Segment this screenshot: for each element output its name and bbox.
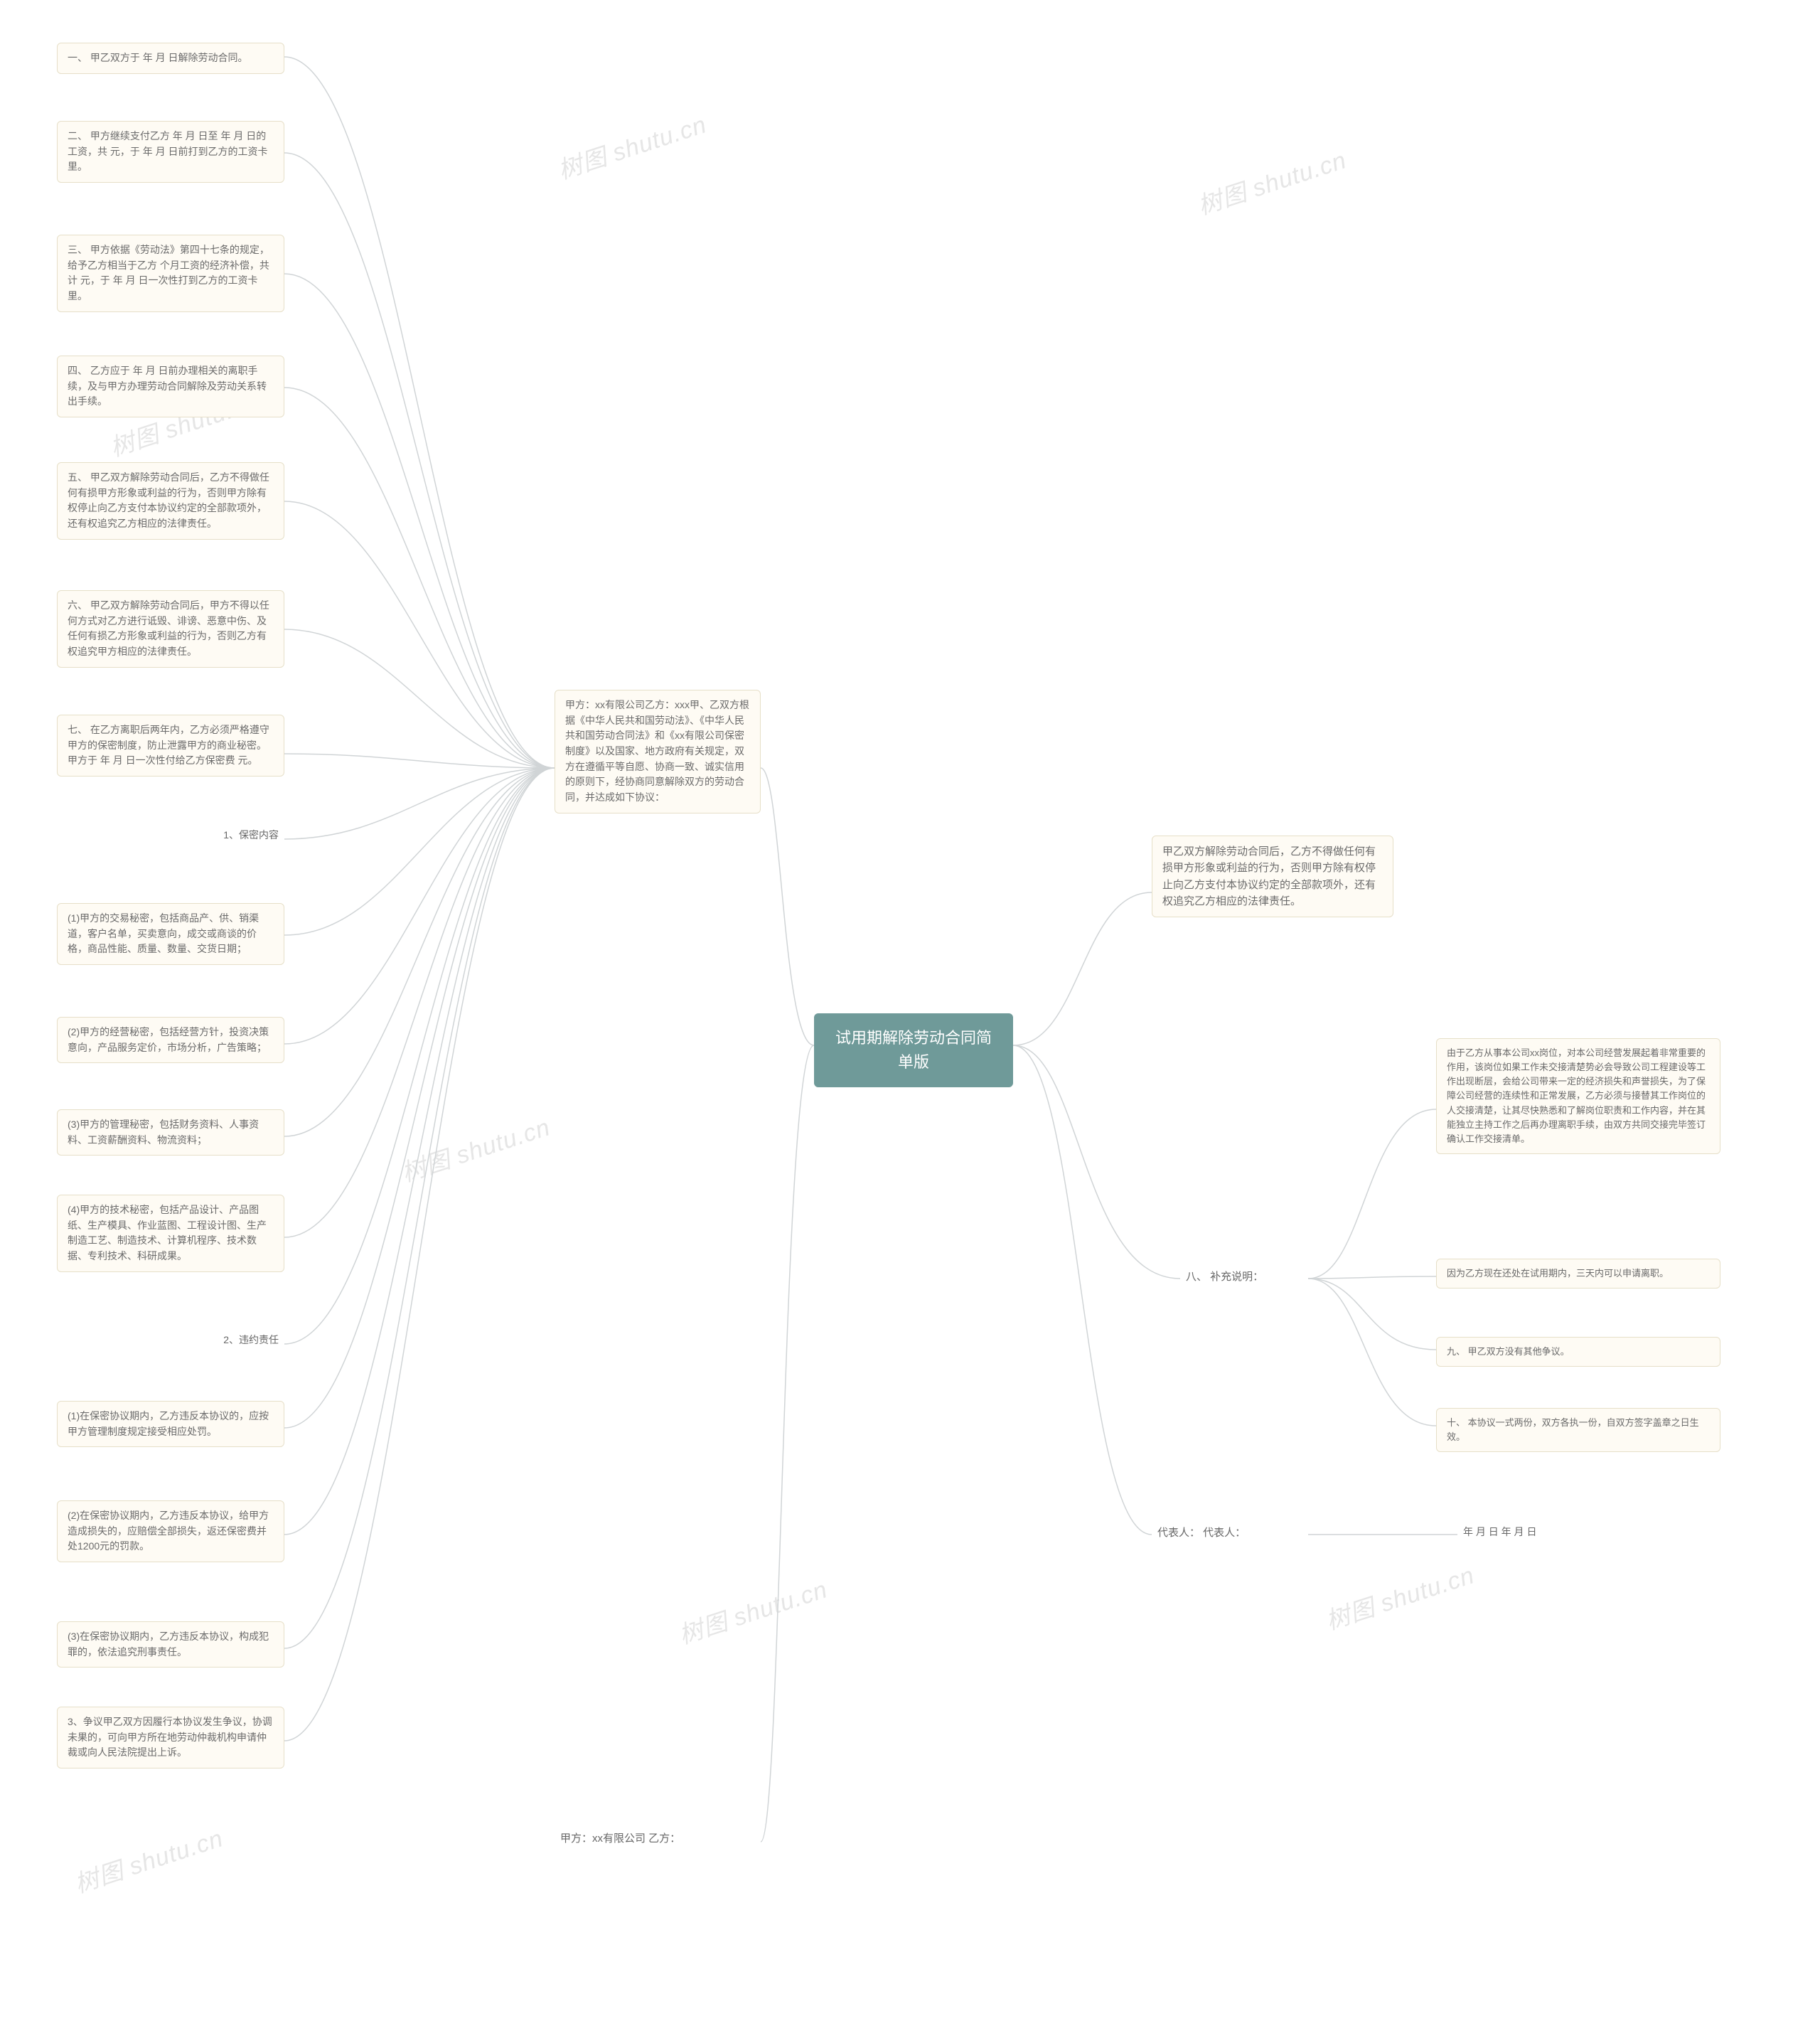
center-topic: 试用期解除劳动合同简单版 <box>814 1013 1013 1087</box>
right-header-node: 甲乙双方解除劳动合同后，乙方不得做任何有损甲方形象或利益的行为，否则甲方除有权停… <box>1152 836 1393 917</box>
left-item: 3、争议甲乙双方因履行本协议发生争议，协调未果的，可向甲方所在地劳动仲裁机构申请… <box>57 1707 284 1768</box>
left-item: (1)甲方的交易秘密，包括商品产、供、销渠道，客户名单，买卖意向，成交或商谈的价… <box>57 903 284 965</box>
section8-child: 十、 本协议一式两份，双方各执一份，自双方签字盖章之日生效。 <box>1436 1408 1720 1452</box>
left-item: 二、 甲方继续支付乙方 年 月 日至 年 月 日的工资，共 元，于 年 月 日前… <box>57 121 284 183</box>
left-item: (4)甲方的技术秘密，包括产品设计、产品图纸、生产模具、作业蓝图、工程设计图、生… <box>57 1195 284 1272</box>
left-item: (3)在保密协议期内，乙方违反本协议，构成犯罪的，依法追究刑事责任。 <box>57 1621 284 1668</box>
footer-node: 甲方：xx有限公司 乙方： <box>555 1828 761 1850</box>
rep-child-node: 年 月 日 年 月 日 <box>1457 1522 1585 1543</box>
section8-child: 因为乙方现在还处在试用期内，三天内可以申请离职。 <box>1436 1259 1720 1289</box>
left-item: 三、 甲方依据《劳动法》第四十七条的规定，给予乙方相当于乙方 个月工资的经济补偿… <box>57 235 284 312</box>
section8-node: 八、 补充说明： <box>1180 1266 1308 1288</box>
section8-child: 由于乙方从事本公司xx岗位，对本公司经营发展起着非常重要的作用，该岗位如果工作未… <box>1436 1038 1720 1154</box>
left-item: 2、违约责任 <box>57 1330 284 1351</box>
left-item: 四、 乙方应于 年 月 日前办理相关的离职手续，及与甲方办理劳动合同解除及劳动关… <box>57 356 284 417</box>
left-item: (1)在保密协议期内，乙方违反本协议的，应按甲方管理制度规定接受相应处罚。 <box>57 1401 284 1447</box>
left-item: 1、保密内容 <box>57 825 284 846</box>
rep-node: 代表人： 代表人： <box>1152 1522 1308 1544</box>
watermark: 树图 shutu.cn <box>70 1819 228 1900</box>
left-item: 五、 甲乙双方解除劳动合同后，乙方不得做任何有损甲方形象或利益的行为，否则甲方除… <box>57 462 284 540</box>
left-item: 六、 甲乙双方解除劳动合同后，甲方不得以任何方式对乙方进行诋毁、诽谤、恶意中伤、… <box>57 590 284 668</box>
watermark: 树图 shutu.cn <box>553 105 711 186</box>
left-item: 一、 甲乙双方于 年 月 日解除劳动合同。 <box>57 43 284 74</box>
watermark: 树图 shutu.cn <box>674 1570 832 1651</box>
watermark: 树图 shutu.cn <box>397 1108 555 1189</box>
section8-child: 九、 甲乙双方没有其他争议。 <box>1436 1337 1720 1367</box>
intro-node: 甲方：xx有限公司乙方：xxx甲、乙双方根据《中华人民共和国劳动法》、《中华人民… <box>555 690 761 813</box>
left-item: (2)甲方的经营秘密，包括经营方针，投资决策意向，产品服务定价，市场分析，广告策… <box>57 1017 284 1063</box>
watermark: 树图 shutu.cn <box>1321 1556 1479 1637</box>
left-item: 七、 在乙方离职后两年内，乙方必须严格遵守甲方的保密制度，防止泄露甲方的商业秘密… <box>57 715 284 777</box>
left-item: (2)在保密协议期内，乙方违反本协议，给甲方造成损失的，应赔偿全部损失，返还保密… <box>57 1500 284 1562</box>
left-item: (3)甲方的管理秘密，包括财务资料、人事资料、工资薪酬资料、物流资料； <box>57 1109 284 1156</box>
watermark: 树图 shutu.cn <box>1193 141 1351 222</box>
